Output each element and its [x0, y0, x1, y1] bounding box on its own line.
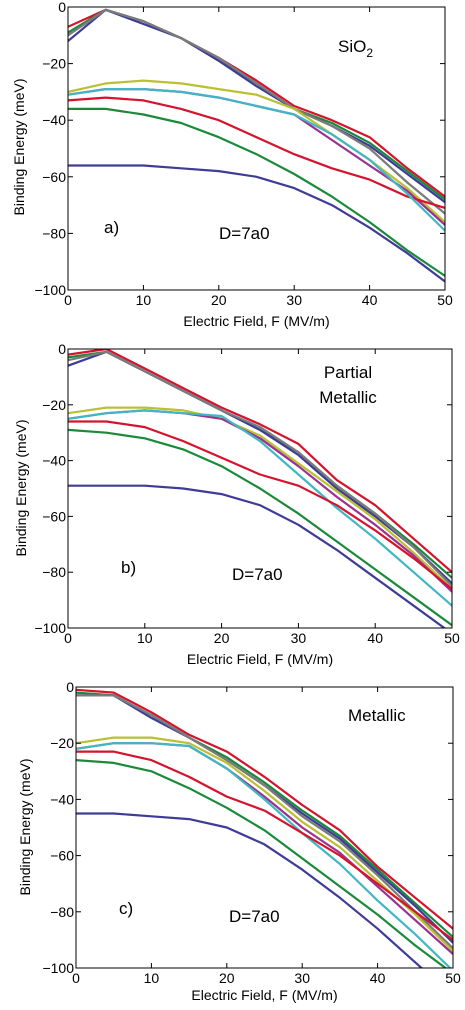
y-tick-label: −100 — [42, 960, 74, 976]
x-tick-label: 30 — [286, 292, 302, 308]
series-line-4 — [68, 350, 452, 588]
y-axis-label: Binding Energy (meV) — [13, 420, 29, 557]
panel-title-subscript: 2 — [366, 46, 373, 60]
y-tick-label: −80 — [42, 225, 66, 241]
y-tick-label: 0 — [58, 0, 66, 15]
x-tick-label: 40 — [362, 292, 378, 308]
x-tick-label: 20 — [211, 292, 227, 308]
series-line-9 — [68, 107, 445, 277]
panel-title: SiO2 — [338, 37, 373, 60]
series-line-7 — [68, 96, 445, 209]
y-tick-label: −60 — [50, 848, 74, 864]
series-line-9 — [76, 758, 448, 968]
y-tick-label: −40 — [42, 453, 66, 469]
panel-label: c) — [119, 899, 133, 918]
y-tick-label: −100 — [34, 620, 66, 636]
panel-title-line: Partial — [324, 363, 372, 382]
series-group — [76, 688, 453, 968]
axes-frame — [67, 6, 446, 291]
x-axis-label: Electric Field, F (MV/m) — [191, 987, 337, 1003]
series-line-3 — [68, 350, 452, 585]
x-axis-label: Electric Field, F (MV/m) — [183, 313, 329, 329]
y-tick-label: −40 — [50, 791, 74, 807]
series-line-10 — [68, 164, 445, 283]
y-tick-label: 0 — [58, 341, 66, 357]
panel-label: a) — [104, 218, 119, 237]
series-line-10 — [68, 484, 447, 628]
series-line-8 — [76, 750, 453, 942]
series-line-10 — [76, 812, 424, 968]
annotation-label: D=7a0 — [219, 224, 270, 243]
series-line-4 — [68, 8, 445, 215]
y-tick-label: −100 — [34, 282, 66, 298]
axes-frame — [67, 348, 453, 629]
y-tick-label: −60 — [42, 169, 66, 185]
y-tick-label: 0 — [66, 679, 74, 695]
series-group — [68, 349, 452, 628]
series-line-5 — [68, 406, 452, 591]
x-tick-label: 20 — [214, 630, 230, 646]
x-tick-label: 10 — [137, 630, 153, 646]
series-line-9 — [68, 428, 452, 627]
x-tick-label: 40 — [367, 630, 383, 646]
series-line-8 — [68, 420, 452, 591]
x-tick-label: 50 — [444, 630, 460, 646]
series-line-4 — [76, 694, 453, 950]
x-tick-label: 10 — [136, 292, 152, 308]
chart-panel-3: 0 10 20 30 40 50 0 −20 −40 −60 −80 −100 Electric Fie… — [17, 679, 461, 1003]
x-axis-label: Electric Field, F (MV/m) — [187, 651, 333, 667]
panel-title-line: Metallic — [319, 388, 377, 407]
panel-label: b) — [121, 558, 136, 577]
x-tick-label: 10 — [144, 970, 160, 986]
chart-panel-1: 0 10 20 30 40 50 0 −20 −40 −60 −80 −100 Electric Fie… — [11, 0, 453, 329]
x-tick-label: 0 — [72, 970, 80, 986]
y-tick-label: −20 — [50, 735, 74, 751]
axes-frame — [75, 686, 454, 969]
series-line-2 — [68, 8, 445, 201]
x-tick-label: 0 — [64, 292, 72, 308]
y-tick-label: −80 — [42, 564, 66, 580]
y-axis-label: Binding Energy (meV) — [17, 759, 33, 896]
y-tick-label: −60 — [42, 508, 66, 524]
x-tick-label: 50 — [445, 970, 461, 986]
x-tick-label: 30 — [294, 970, 310, 986]
annotation-label: D=7a0 — [229, 907, 280, 926]
y-tick-label: −20 — [42, 56, 66, 72]
series-line-3 — [68, 8, 445, 204]
y-axis-label: Binding Energy (meV) — [11, 79, 27, 216]
x-tick-label: 50 — [437, 292, 453, 308]
y-tick-label: −80 — [50, 904, 74, 920]
x-tick-label: 0 — [64, 630, 72, 646]
series-line-1 — [68, 8, 445, 198]
series-line-7 — [76, 742, 452, 968]
series-line-7 — [68, 409, 452, 607]
panel-title: Metallic — [348, 706, 406, 725]
annotation-label: D=7a0 — [232, 565, 283, 584]
chart-panel-2: 0 10 20 30 40 50 0 −20 −40 −60 −80 −100 Electric Fie… — [13, 341, 460, 667]
series-line-1 — [76, 688, 453, 930]
series-line-5 — [68, 79, 445, 224]
x-tick-label: 20 — [219, 970, 235, 986]
x-tick-label: 40 — [370, 970, 386, 986]
y-tick-label: −20 — [42, 397, 66, 413]
series-group — [68, 8, 445, 283]
y-tick-label: −40 — [42, 112, 66, 128]
series-line-1 — [68, 349, 452, 574]
series-line-8 — [68, 87, 445, 232]
x-tick-label: 30 — [291, 630, 307, 646]
